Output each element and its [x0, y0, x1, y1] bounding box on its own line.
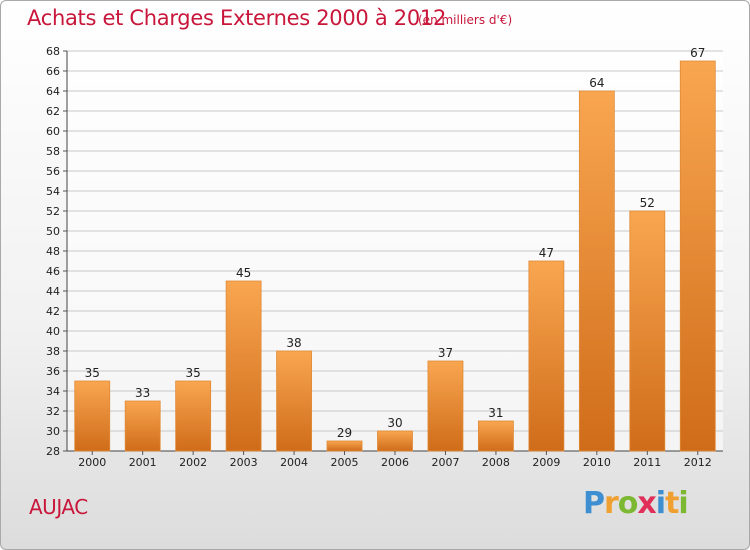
- bar: [326, 440, 363, 452]
- y-tick-label: 66: [46, 65, 60, 78]
- data-label: 35: [186, 366, 201, 380]
- y-tick-label: 32: [46, 405, 60, 418]
- data-label: 52: [640, 196, 655, 210]
- x-tick-label: 2009: [532, 456, 560, 469]
- data-label: 67: [690, 46, 705, 60]
- bar: [528, 260, 565, 452]
- logo-letter: o: [617, 486, 639, 521]
- y-tick-label: 36: [46, 365, 60, 378]
- y-tick-label: 40: [46, 325, 60, 338]
- x-tick-label: 2004: [280, 456, 308, 469]
- x-tick-label: 2006: [381, 456, 409, 469]
- bar: [679, 60, 716, 452]
- y-tick-label: 30: [46, 425, 60, 438]
- logo-letter: r: [604, 486, 619, 521]
- logo-letter: i: [655, 486, 666, 521]
- bar: [578, 90, 615, 452]
- y-tick-label: 60: [46, 125, 60, 138]
- y-tick-label: 50: [46, 225, 60, 238]
- data-label: 47: [539, 246, 554, 260]
- data-label: 64: [589, 76, 604, 90]
- chart-title: Achats et Charges Externes 2000 à 2012: [27, 6, 447, 30]
- x-tick-label: 2000: [78, 456, 106, 469]
- logo-letter: x: [637, 486, 656, 521]
- bar: [124, 400, 161, 452]
- x-tick-label: 2008: [482, 456, 510, 469]
- y-tick-label: 56: [46, 165, 60, 178]
- y-tick-label: 44: [46, 285, 60, 298]
- bar: [427, 360, 464, 452]
- bar: [377, 430, 413, 452]
- y-tick-label: 62: [46, 105, 60, 118]
- x-tick-label: 2002: [179, 456, 207, 469]
- logo-letter: P: [583, 486, 605, 521]
- bar: [629, 210, 666, 452]
- data-label: 38: [286, 336, 301, 350]
- y-tick-label: 68: [46, 45, 60, 58]
- y-tick-label: 34: [46, 385, 60, 398]
- x-tick-label: 2001: [129, 456, 157, 469]
- data-label: 30: [387, 416, 402, 430]
- logo-letter: i: [678, 486, 688, 521]
- data-label: 33: [135, 386, 150, 400]
- y-tick-label: 64: [46, 85, 60, 98]
- proxiti-logo[interactable]: Proxiti: [583, 486, 689, 521]
- bar: [276, 350, 312, 452]
- x-tick-label: 2007: [431, 456, 459, 469]
- data-label: 35: [85, 366, 100, 380]
- chart-subtitle: (en milliers d'€): [418, 13, 513, 27]
- y-tick-label: 52: [46, 205, 60, 218]
- data-label: 37: [438, 346, 453, 360]
- bar: [478, 420, 514, 452]
- y-tick-label: 46: [46, 265, 60, 278]
- logo-letter: t: [665, 486, 679, 521]
- data-label: 31: [488, 406, 503, 420]
- x-tick-label: 2011: [633, 456, 661, 469]
- bar: [225, 280, 262, 452]
- x-tick-label: 2005: [331, 456, 359, 469]
- y-tick-label: 48: [46, 245, 60, 258]
- commune-name: AUJAC: [29, 495, 88, 519]
- y-tick-label: 54: [46, 185, 60, 198]
- data-label: 29: [337, 426, 352, 440]
- bar: [74, 380, 111, 452]
- y-tick-label: 58: [46, 145, 60, 158]
- y-tick-label: 28: [46, 445, 60, 458]
- x-tick-label: 2010: [583, 456, 611, 469]
- bar: [175, 380, 212, 452]
- data-label: 45: [236, 266, 251, 280]
- x-tick-label: 2012: [684, 456, 712, 469]
- y-tick-label: 38: [46, 345, 60, 358]
- x-tick-label: 2003: [230, 456, 258, 469]
- y-tick-label: 42: [46, 305, 60, 318]
